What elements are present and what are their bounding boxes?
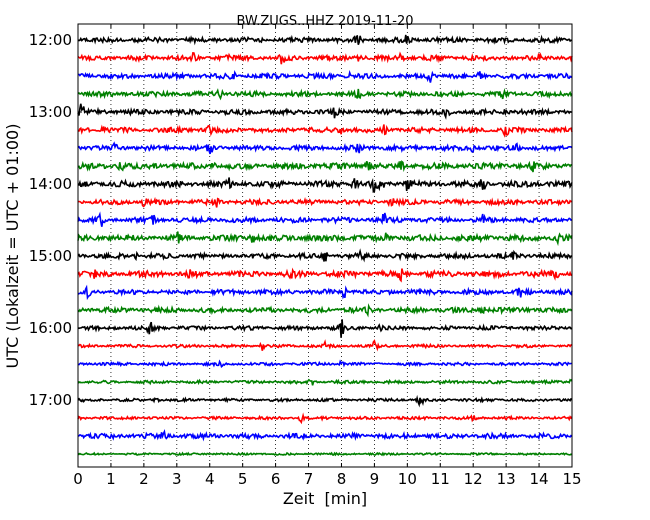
- x-axis-label: Zeit [min]: [283, 489, 367, 508]
- y-axis-label: UTC (Lokalzeit = UTC + 01:00): [3, 124, 22, 369]
- trace-1530: [77, 284, 573, 301]
- trace-1715: [77, 412, 573, 425]
- trace-1615: [77, 339, 573, 352]
- y-tick-label: 13:00: [29, 103, 72, 121]
- x-tick-label: 3: [172, 470, 182, 488]
- trace-1700: [77, 394, 573, 408]
- trace-1315: [77, 124, 573, 138]
- trace-1245: [77, 88, 573, 101]
- x-tick-label: 10: [398, 470, 417, 488]
- trace-1430: [77, 211, 573, 227]
- trace-1630: [77, 359, 573, 369]
- x-tick-label: 0: [73, 470, 83, 488]
- trace-1400: [77, 177, 573, 193]
- x-tick-label: 14: [530, 470, 549, 488]
- y-tick-label: 16:00: [29, 319, 72, 337]
- trace-1415: [77, 196, 573, 208]
- trace-1545: [77, 303, 573, 318]
- x-tick-label: 15: [562, 470, 581, 488]
- y-tick-label: 14:00: [29, 175, 72, 193]
- trace-1600: [77, 319, 572, 338]
- y-tick-label: 17:00: [29, 391, 72, 409]
- trace-1745: [77, 451, 573, 457]
- x-tick-label: 13: [497, 470, 516, 488]
- trace-1500: [77, 248, 573, 263]
- trace-1645: [77, 378, 573, 386]
- trace-1730: [77, 429, 573, 442]
- trace-1515: [77, 267, 573, 283]
- x-tick-label: 7: [304, 470, 314, 488]
- x-tick-label: 8: [337, 470, 347, 488]
- x-tick-label: 2: [139, 470, 149, 488]
- x-tick-label: 5: [238, 470, 248, 488]
- chart-title: BW.ZUGS..HHZ 2019-11-20: [236, 14, 413, 29]
- x-tick-label: 9: [370, 470, 380, 488]
- trace-1200: [77, 34, 573, 46]
- trace-1300: [77, 103, 573, 120]
- trace-1230: [77, 69, 573, 83]
- trace-1345: [77, 160, 573, 173]
- y-tick-label: 15:00: [29, 247, 72, 265]
- plot-frame: [77, 23, 573, 468]
- y-tick-label: 12:00: [29, 31, 72, 49]
- x-tick-label: 12: [464, 470, 483, 488]
- x-tick-label: 6: [271, 470, 281, 488]
- y-axis-ticks: 12:00 13:00 14:00 15:00 16:00 17:00: [29, 31, 572, 409]
- trace-1215: [77, 51, 573, 65]
- x-tick-label: 1: [106, 470, 116, 488]
- x-axis-ticks: 0 1 2 3 4 5 6 7 8 9 10 11 12 13 14 15: [73, 24, 582, 488]
- trace-1330: [77, 141, 573, 155]
- x-tick-label: 4: [205, 470, 215, 488]
- trace-1445: [77, 231, 573, 247]
- x-tick-label: 11: [431, 470, 450, 488]
- seismogram-traces: [77, 34, 573, 457]
